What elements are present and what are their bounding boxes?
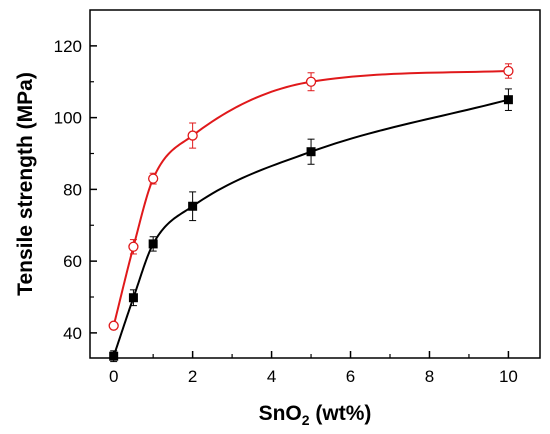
x-tick-label: 10 [499, 367, 518, 386]
x-axis-ticks: 0 2 4 6 8 10 [109, 351, 518, 386]
x-axis-title-main: SnO [259, 402, 302, 425]
x-tick-label: 6 [346, 367, 355, 386]
data-markers [108, 65, 514, 361]
y-tick-label: 100 [54, 109, 82, 128]
data-point-square [188, 201, 198, 211]
x-axis-title: SnO2 (wt%) [259, 402, 372, 428]
data-point-circle [187, 130, 198, 141]
x-axis-title-subscript: 2 [302, 412, 310, 428]
x-tick-label: 4 [267, 367, 276, 386]
y-tick-label: 80 [63, 180, 82, 199]
y-axis-title: Tensile strength (MPa) [14, 72, 37, 296]
x-tick-label: 8 [425, 367, 434, 386]
y-tick-label: 40 [63, 324, 82, 343]
y-tick-label: 60 [63, 252, 82, 271]
x-tick-label: 2 [188, 367, 197, 386]
x-tick-label: 0 [109, 367, 118, 386]
data-point-square [306, 147, 316, 157]
data-point-circle [128, 241, 139, 252]
fit-curves [112, 69, 509, 357]
plot-frame [89, 9, 541, 359]
data-point-square [128, 293, 138, 303]
data-point-circle [148, 173, 159, 184]
data-point-circle [305, 76, 317, 87]
data-point-circle [503, 65, 514, 77]
data-point-circle [108, 320, 119, 331]
fit-curve [112, 98, 509, 357]
data-point-square [503, 95, 513, 105]
error-bars [110, 63, 512, 363]
x-axis-title-unit: (wt%) [310, 402, 372, 425]
y-tick-label: 120 [54, 37, 82, 56]
y-axis-ticks: 40 60 80 100 120 [54, 37, 97, 343]
data-point-square [148, 239, 158, 249]
fit-curve [112, 69, 509, 326]
